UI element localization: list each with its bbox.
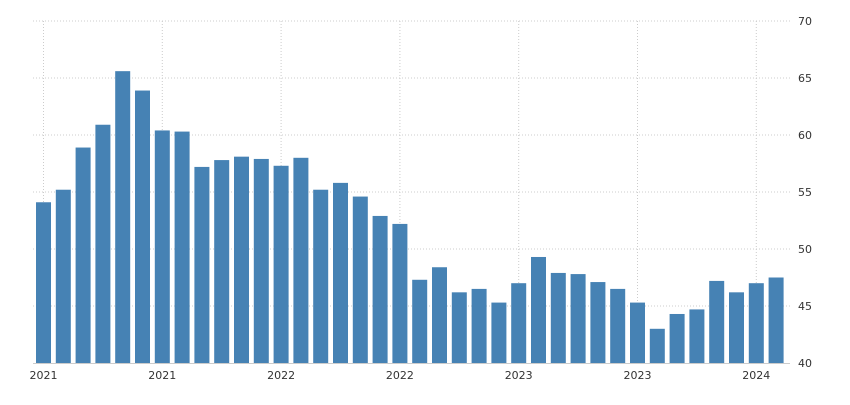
bar[interactable] xyxy=(214,160,230,363)
bar[interactable] xyxy=(352,196,368,363)
bars xyxy=(36,71,784,364)
bar[interactable] xyxy=(293,157,309,363)
bar[interactable] xyxy=(649,328,665,363)
y-tick-label: 60 xyxy=(798,129,812,142)
bar[interactable] xyxy=(768,277,784,364)
bar[interactable] xyxy=(412,279,428,363)
bar[interactable] xyxy=(432,267,447,363)
y-tick-label: 70 xyxy=(798,15,812,28)
bar[interactable] xyxy=(590,282,606,363)
bar[interactable] xyxy=(630,302,645,363)
y-tick-label: 40 xyxy=(798,357,812,370)
y-tick-label: 45 xyxy=(798,300,812,313)
bar[interactable] xyxy=(471,288,487,363)
bar[interactable] xyxy=(36,202,51,363)
bar[interactable] xyxy=(669,313,685,363)
bar[interactable] xyxy=(115,71,131,363)
bar[interactable] xyxy=(610,288,626,363)
bar[interactable] xyxy=(234,156,249,363)
x-tick-label: 2022 xyxy=(386,369,414,382)
bar[interactable] xyxy=(194,166,210,363)
bar[interactable] xyxy=(135,90,150,363)
bar[interactable] xyxy=(333,182,348,363)
bar[interactable] xyxy=(174,131,190,363)
bar[interactable] xyxy=(729,292,744,363)
bar[interactable] xyxy=(748,283,764,363)
y-tick-label: 50 xyxy=(798,243,812,256)
bar[interactable] xyxy=(570,274,586,363)
bar[interactable] xyxy=(75,147,91,363)
y-tick-label: 55 xyxy=(798,186,812,199)
bar[interactable] xyxy=(550,272,566,363)
bar[interactable] xyxy=(95,124,111,364)
x-tick-label: 2021 xyxy=(30,369,58,382)
bar[interactable] xyxy=(154,130,170,363)
bar[interactable] xyxy=(451,292,467,363)
bar[interactable] xyxy=(531,256,546,363)
bar[interactable] xyxy=(491,302,507,363)
bar[interactable] xyxy=(709,280,725,363)
bar[interactable] xyxy=(372,215,388,363)
bar[interactable] xyxy=(689,309,705,363)
bar[interactable] xyxy=(511,283,527,363)
x-tick-label: 2024 xyxy=(742,369,770,382)
bar[interactable] xyxy=(253,158,269,363)
x-tick-label: 2023 xyxy=(624,369,652,382)
x-tick-label: 2021 xyxy=(148,369,176,382)
bar[interactable] xyxy=(273,165,289,363)
bar[interactable] xyxy=(55,189,71,363)
y-tick-label: 65 xyxy=(798,72,812,85)
x-axis-tick-labels: 2021 2021 2022 2022 2023 2023 2024 xyxy=(30,369,771,382)
bar[interactable] xyxy=(392,223,408,363)
x-tick-label: 2022 xyxy=(267,369,295,382)
y-axis-tick-labels: 40 45 50 55 60 65 70 xyxy=(798,15,812,370)
bar[interactable] xyxy=(313,189,329,363)
x-tick-label: 2023 xyxy=(505,369,533,382)
